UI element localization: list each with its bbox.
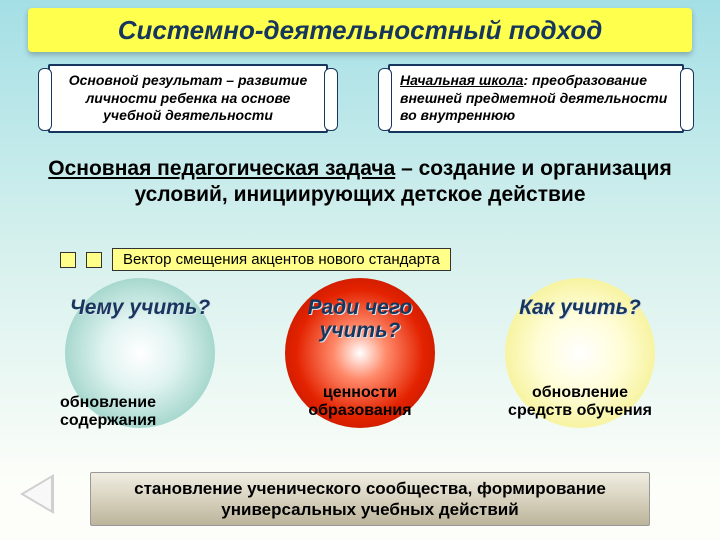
vector-row: Вектор смещения акцентов нового стандарт… xyxy=(60,248,451,271)
scroll-left: Основной результат – развитие личности р… xyxy=(48,64,328,133)
sub-how: обновление средств обучения xyxy=(500,384,660,421)
circle-group-why: Ради чего учить? ценности образования xyxy=(270,278,450,428)
scroll-right: Начальная школа: преобразование внешней … xyxy=(388,64,684,133)
scroll-left-text: Основной результат – развитие личности р… xyxy=(69,72,308,123)
legend-square-2 xyxy=(86,252,102,268)
legend-square-1 xyxy=(60,252,76,268)
circle-group-how: Как учить? обновление средств обучения xyxy=(490,278,670,428)
question-why: Ради чего учить? xyxy=(280,296,440,342)
scroll-right-underline: Начальная школа xyxy=(400,72,523,88)
footer-text: становление ученического сообщества, фор… xyxy=(101,478,639,521)
footer-bar: становление ученического сообщества, фор… xyxy=(90,472,650,526)
vector-label: Вектор смещения акцентов нового стандарт… xyxy=(112,248,451,271)
circle-group-what: Чему учить? обновление содержания xyxy=(50,278,230,428)
sub-why: ценности образования xyxy=(280,384,440,421)
question-how: Как учить? xyxy=(500,296,660,319)
circles-region: Чему учить? обновление содержания Ради ч… xyxy=(0,278,720,468)
back-arrow-icon[interactable] xyxy=(20,474,54,514)
main-task: Основная педагогическая задача – создани… xyxy=(0,156,720,209)
question-what: Чему учить? xyxy=(60,296,220,319)
sub-what: обновление содержания xyxy=(60,394,210,431)
title-text: Системно-деятельностный подход xyxy=(118,15,603,46)
main-task-underline: Основная педагогическая задача xyxy=(48,157,395,180)
title-banner: Системно-деятельностный подход xyxy=(28,8,692,52)
